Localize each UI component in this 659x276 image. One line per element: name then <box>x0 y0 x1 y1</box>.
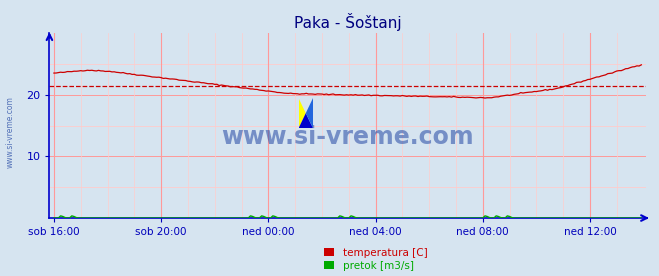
Text: www.si-vreme.com: www.si-vreme.com <box>221 125 474 149</box>
Polygon shape <box>306 98 313 128</box>
Text: www.si-vreme.com: www.si-vreme.com <box>5 97 14 168</box>
Title: Paka - Šoštanj: Paka - Šoštanj <box>294 13 401 31</box>
Polygon shape <box>299 113 313 128</box>
Polygon shape <box>299 98 306 128</box>
Legend: temperatura [C], pretok [m3/s]: temperatura [C], pretok [m3/s] <box>324 248 428 271</box>
